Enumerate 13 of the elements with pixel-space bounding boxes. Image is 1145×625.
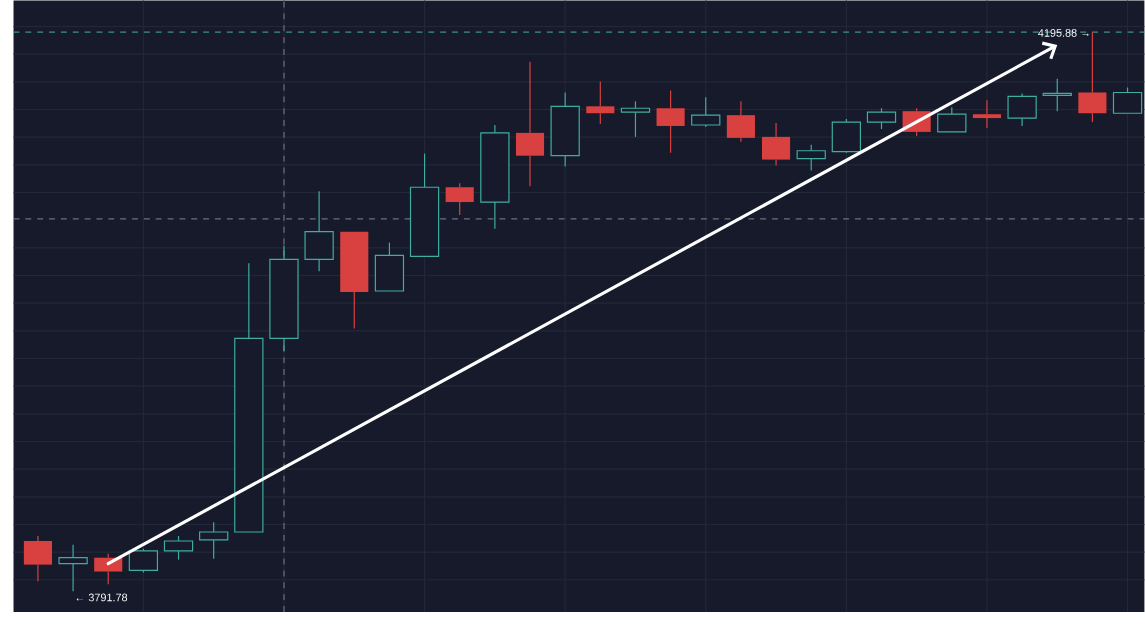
annotation: 4195.88 → xyxy=(1038,28,1089,37)
candlestick xyxy=(304,190,334,272)
candlestick xyxy=(972,99,1002,129)
candlestick xyxy=(726,100,755,143)
candlestick xyxy=(269,244,299,352)
text: ← 3791.78 xyxy=(76,593,128,602)
candlestick xyxy=(515,60,545,187)
candlestick xyxy=(23,535,52,582)
candlestick xyxy=(480,124,510,230)
candlestick xyxy=(762,122,791,166)
candlestick xyxy=(58,544,88,592)
candlestick xyxy=(1007,92,1037,127)
candlestick xyxy=(1078,31,1107,123)
